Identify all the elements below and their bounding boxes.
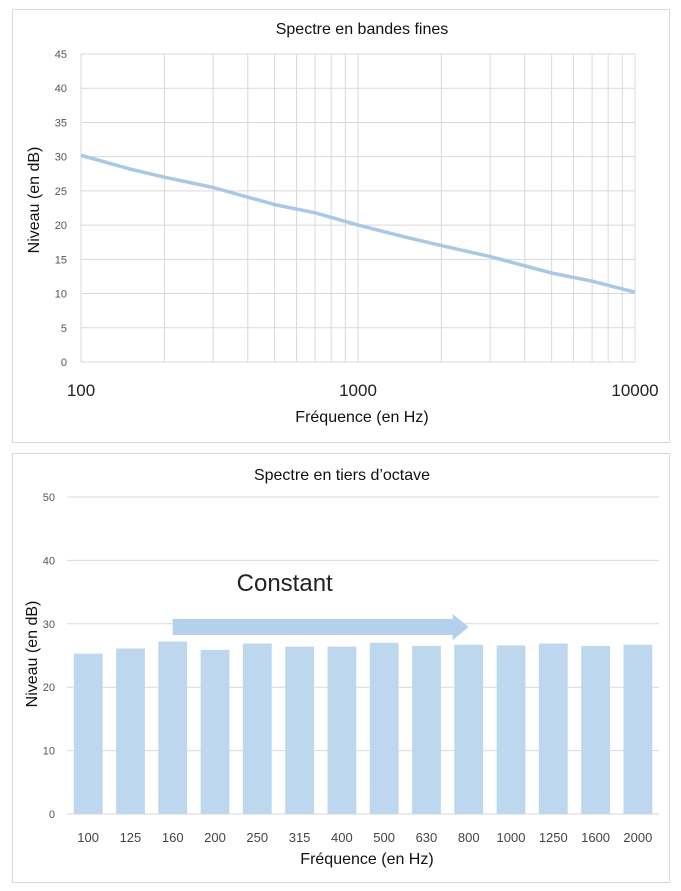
bar-500 [369, 642, 399, 814]
x-tick-label: 1000 [339, 381, 377, 400]
x-axis-label: Fréquence (en Hz) [295, 409, 428, 426]
grid [67, 496, 659, 815]
x-tick-label: 125 [120, 830, 142, 845]
x-tick-label: 1250 [539, 830, 568, 845]
third-octave-chart-panel: 0 10 20 30 40 50 100 125 160 200 250 315 400 500 630 8… [12, 453, 670, 883]
x-tick-label: 1600 [581, 830, 610, 845]
bar-100 [73, 653, 103, 814]
x-axis-label: Fréquence (en Hz) [300, 851, 433, 868]
x-tick-label: 800 [458, 830, 480, 845]
bar-1600 [581, 646, 610, 814]
x-tick-label: 315 [289, 830, 311, 845]
y-tick-label: 40 [55, 83, 67, 95]
bar-315 [285, 646, 314, 814]
y-tick-label: 0 [49, 809, 55, 821]
constant-arrow [172, 614, 469, 640]
x-tick-label: 2000 [623, 830, 652, 845]
bar-200 [200, 649, 230, 814]
x-tick-label: 160 [162, 830, 184, 845]
bars [73, 641, 653, 814]
bar-630 [412, 646, 441, 814]
y-tick-label: 30 [43, 619, 55, 631]
bar-400 [327, 646, 357, 814]
y-tick-label: 5 [61, 323, 67, 335]
constant-annotation: Constant [237, 570, 333, 597]
y-tick-label: 45 [55, 49, 67, 61]
y-tick-label: 50 [43, 492, 55, 504]
x-tick-label: 200 [204, 830, 226, 845]
spectrum-line [80, 153, 636, 294]
chart-title: Spectre en tiers d’octave [254, 467, 430, 484]
y-tick-label: 30 [55, 152, 67, 164]
bar-160 [158, 641, 188, 814]
x-tick-label: 400 [331, 830, 353, 845]
x-tick-label: 500 [373, 830, 395, 845]
y-tick-label: 10 [55, 289, 67, 301]
y-tick-label: 25 [55, 186, 67, 198]
y-axis-label: Niveau (en dB) [26, 147, 43, 254]
bar-1250 [538, 643, 568, 814]
y-tick-label: 20 [43, 682, 55, 694]
y-axis-label: Niveau (en dB) [24, 601, 41, 708]
x-axis-ticks: 100 125 160 200 250 315 400 500 630 800 1000 1250 16… [77, 830, 652, 845]
grid [80, 53, 636, 363]
chart-title: Spectre en bandes fines [276, 21, 449, 38]
bar-250 [242, 643, 272, 814]
y-tick-label: 10 [43, 746, 55, 758]
x-axis-ticks: 100 1000 10000 [67, 381, 659, 400]
x-tick-label: 100 [67, 381, 95, 400]
y-axis-ticks: 0 5 10 15 20 25 30 35 40 45 [55, 49, 67, 369]
bar-2000 [623, 644, 653, 814]
x-tick-label: 630 [416, 830, 438, 845]
fine-band-chart-panel: 0 5 10 15 20 25 30 35 40 45 100 1000 10000 Spectre … [12, 9, 670, 443]
y-tick-label: 0 [61, 357, 67, 369]
y-axis-ticks: 0 10 20 30 40 50 [43, 492, 55, 821]
y-tick-label: 20 [55, 220, 67, 232]
bar-125 [116, 648, 145, 814]
bar-800 [454, 644, 484, 814]
x-tick-label: 250 [246, 830, 268, 845]
y-tick-label: 35 [55, 117, 67, 129]
fine-band-chart: 0 5 10 15 20 25 30 35 40 45 100 1000 10000 Spectre … [26, 21, 659, 426]
y-tick-label: 15 [55, 254, 67, 266]
x-tick-label: 100 [77, 830, 99, 845]
third-octave-chart: 0 10 20 30 40 50 100 125 160 200 250 315 400 500 630 8… [24, 467, 659, 868]
x-tick-label: 1000 [497, 830, 526, 845]
y-tick-label: 40 [43, 555, 55, 567]
bar-1000 [496, 645, 526, 814]
x-tick-label: 10000 [611, 381, 658, 400]
